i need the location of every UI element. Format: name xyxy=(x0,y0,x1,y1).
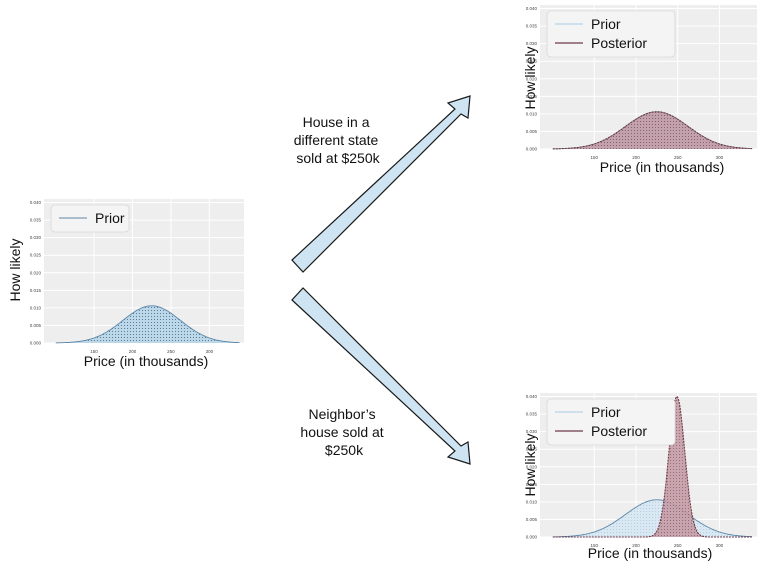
y-tick-label: 0.035 xyxy=(526,24,538,29)
y-tick-label: 0.000 xyxy=(526,535,538,540)
y-axis-label: How likely xyxy=(522,46,538,109)
series-line-posterior xyxy=(552,395,753,538)
x-axis-label: Price (in thousands) xyxy=(588,545,713,561)
y-tick-label: 0.040 xyxy=(526,394,538,399)
series-line-prior xyxy=(552,499,753,538)
x-tick-label: 250 xyxy=(167,349,175,354)
x-tick-label: 150 xyxy=(590,155,598,160)
arrow-label-bottom-line: house sold at xyxy=(300,424,383,440)
legend-label-prior: Prior xyxy=(95,210,125,226)
y-tick-label: 0.025 xyxy=(526,447,538,452)
legend-label-prior: Prior xyxy=(591,404,621,420)
y-tick-label: 0.030 xyxy=(30,235,42,240)
x-tick-label: 200 xyxy=(632,543,640,548)
arrow-label-bottom: Neighbor’s house sold at $250k xyxy=(300,406,387,458)
legend: Prior Posterior xyxy=(546,398,676,446)
y-tick-label: 0.030 xyxy=(526,429,538,434)
arrow-label-top: House in a different state sold at $250k xyxy=(294,114,382,166)
x-tick-label: 300 xyxy=(716,543,724,548)
x-axis-label: Price (in thousands) xyxy=(600,159,725,175)
chart-different-state: 150 200 250 300 0.000 0.005 0.010 0.015 0.020 0.0… xyxy=(522,5,757,175)
arrow-label-top-line: different state xyxy=(294,132,379,148)
legend-box xyxy=(546,398,676,446)
legend-label-prior: Prior xyxy=(591,16,621,32)
x-tick-label: 250 xyxy=(674,543,682,548)
arrow-label-bottom-line: $250k xyxy=(325,442,364,458)
y-tick-label: 0.040 xyxy=(526,6,538,11)
y-tick-label: 0.010 xyxy=(30,305,42,310)
legend-label-posterior: Posterior xyxy=(591,423,647,439)
y-tick-label: 0.020 xyxy=(30,270,42,275)
chart-prior-only: 150 200 250 300 0.000 0.005 0.010 0.015 0.020 0.0… xyxy=(7,199,244,369)
y-tick-label: 0.020 xyxy=(526,76,538,81)
y-tick-label: 0.005 xyxy=(30,323,42,328)
y-tick-label: 0.015 xyxy=(526,94,538,99)
legend-box xyxy=(546,10,676,58)
series-line-prior xyxy=(55,305,240,344)
y-tick-label: 0.025 xyxy=(30,253,42,258)
y-tick-label: 0.000 xyxy=(30,341,42,346)
y-tick-label: 0.005 xyxy=(526,517,538,522)
x-tick-label: 250 xyxy=(674,155,682,160)
arrow-label-top-line: sold at $250k xyxy=(296,150,380,166)
y-tick-label: 0.010 xyxy=(526,499,538,504)
x-tick-label: 200 xyxy=(129,349,137,354)
y-tick-label: 0.035 xyxy=(526,412,538,417)
y-tick-label: 0.015 xyxy=(30,288,42,293)
arrow-down-right xyxy=(291,287,471,465)
y-axis-label: How likely xyxy=(522,433,538,496)
y-tick-label: 0.030 xyxy=(526,41,538,46)
legend: Prior xyxy=(50,204,130,233)
arrow-up-right xyxy=(291,95,471,273)
x-tick-label: 300 xyxy=(716,155,724,160)
y-tick-label: 0.020 xyxy=(526,464,538,469)
chart-neighbor: 150 200 250 300 0.000 0.005 0.010 0.015 0.020 0.0… xyxy=(522,393,757,561)
y-tick-label: 0.000 xyxy=(526,147,538,152)
y-tick-label: 0.025 xyxy=(526,59,538,64)
series-area-prior xyxy=(55,305,240,343)
legend-label-posterior: Posterior xyxy=(591,35,647,51)
y-tick-label: 0.035 xyxy=(30,218,42,223)
series-area-prior xyxy=(552,499,753,537)
series-line-posterior xyxy=(552,111,753,150)
y-tick-label: 0.005 xyxy=(526,129,538,134)
x-tick-label: 150 xyxy=(590,543,598,548)
y-tick-label: 0.015 xyxy=(526,482,538,487)
x-tick-label: 300 xyxy=(206,349,214,354)
series-area-posterior xyxy=(552,111,753,149)
y-tick-label: 0.040 xyxy=(30,200,42,205)
arrow-label-bottom-line: Neighbor’s xyxy=(308,406,375,422)
legend-box xyxy=(50,204,130,233)
y-tick-label: 0.010 xyxy=(526,111,538,116)
y-axis-label: How likely xyxy=(7,238,23,301)
legend: Prior Posterior xyxy=(546,10,676,58)
x-tick-label: 150 xyxy=(90,349,98,354)
arrow-label-top-line: House in a xyxy=(303,114,370,130)
x-axis-label: Price (in thousands) xyxy=(84,353,209,369)
x-tick-label: 200 xyxy=(632,155,640,160)
